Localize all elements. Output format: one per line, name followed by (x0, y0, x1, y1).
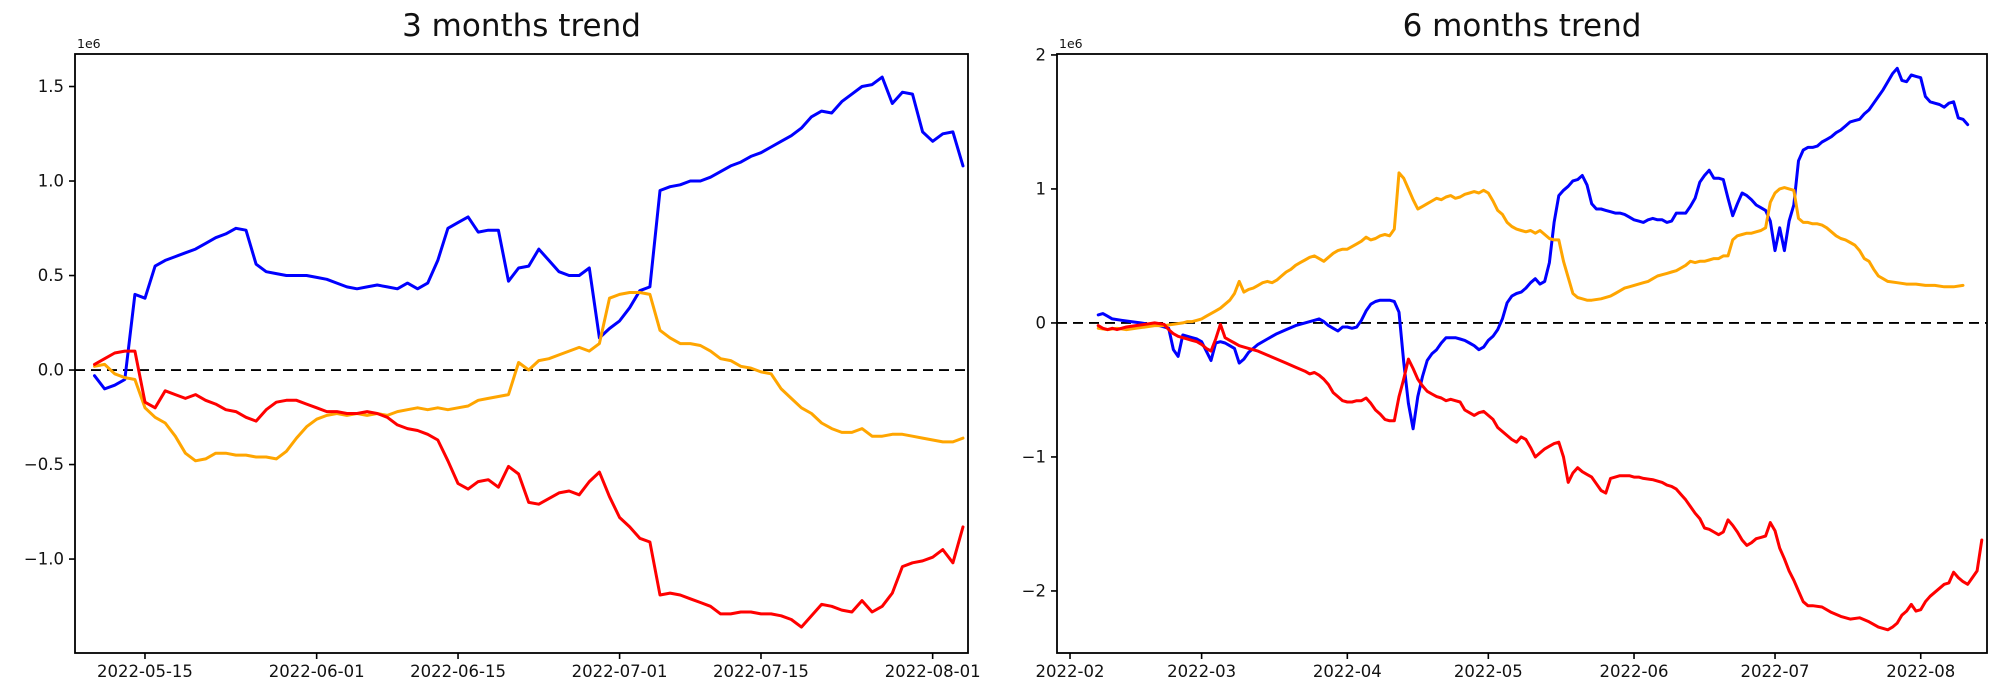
x-tick-label: 2022-07 (1741, 662, 1810, 681)
red-series-line (1096, 321, 1984, 632)
x-tick-label: 2022-06 (1600, 662, 1669, 681)
x-tick-label: 2022-04 (1313, 662, 1382, 681)
y-tick-label: 1 (1036, 179, 1047, 198)
axes-frame (74, 53, 969, 654)
x-tick-label: 2022-05-15 (97, 662, 193, 681)
axes-frame (1056, 53, 1988, 654)
chart-title-6-months-trend: 6 months trend (1402, 8, 1642, 44)
y-tick-label: 1.5 (38, 77, 64, 96)
blue-series-line (1096, 66, 1970, 431)
x-tick-label: 2022-02 (1036, 662, 1105, 681)
red-series-line (93, 349, 965, 629)
blue-series-line (93, 75, 965, 391)
y-tick-label: −1 (1022, 447, 1046, 466)
x-tick-label: 2022-06-15 (410, 662, 506, 681)
x-tick-label: 2022-08-01 (885, 662, 981, 681)
x-tick-label: 2022-07-01 (572, 662, 668, 681)
y-tick-label: 0 (1036, 313, 1047, 332)
x-tick-label: 2022-06-01 (269, 662, 365, 681)
y-tick-label: −0.5 (24, 455, 64, 474)
x-tick-label: 2022-07-15 (713, 662, 809, 681)
y-axis-offset-label-right: 1e6 (1059, 36, 1083, 51)
y-tick-label: −1.0 (24, 550, 64, 569)
chart-title-3-months-trend: 3 months trend (402, 8, 641, 44)
y-tick-label: 0.5 (38, 266, 64, 285)
x-tick-label: 2022-03 (1167, 662, 1236, 681)
x-tick-label: 2022-05 (1454, 662, 1523, 681)
orange-series-line (93, 291, 965, 463)
y-tick-label: 1.0 (38, 172, 64, 191)
y-tick-label: 0.0 (38, 361, 64, 380)
x-tick-label: 2022-08 (1886, 662, 1955, 681)
y-axis-offset-label-left: 1e6 (77, 36, 101, 51)
orange-series-line (1096, 171, 1965, 332)
y-tick-label: 2 (1036, 45, 1047, 64)
y-tick-label: −2 (1022, 581, 1046, 600)
